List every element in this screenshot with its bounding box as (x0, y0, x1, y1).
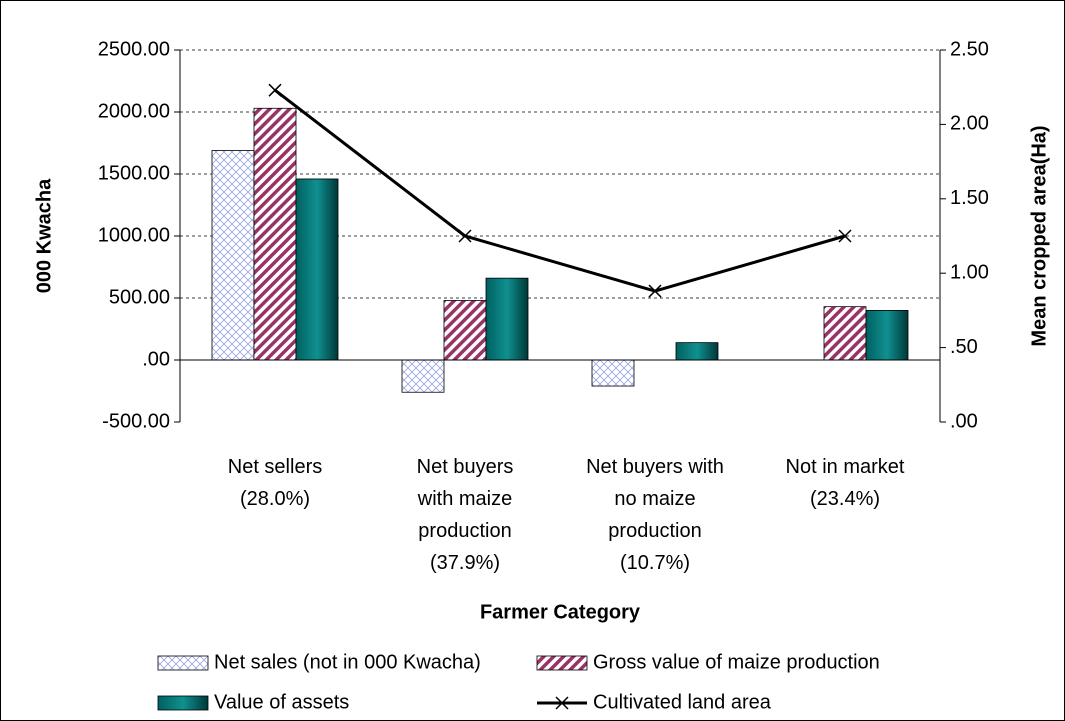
y-axis-title: 000 Kwacha (33, 178, 55, 293)
legend-label: Cultivated land area (593, 691, 772, 713)
bar (443, 300, 487, 361)
y2-axis-title: Mean cropped area(Ha) (1028, 125, 1050, 346)
bar (211, 150, 255, 361)
y2-tick-label: .00 (950, 410, 978, 432)
x-tick-label: Net buyers with maize production (37.9%) (417, 456, 514, 574)
bar (253, 107, 297, 361)
x-tick-label: Not in market (23.4%) (786, 456, 905, 510)
legend-swatch (157, 695, 209, 711)
bar (295, 178, 339, 361)
y2-tick-label: 1.00 (950, 261, 989, 283)
line-marker (838, 229, 852, 243)
bar (823, 306, 867, 361)
y-tick-label: 2000.00 (98, 100, 170, 122)
y2-tick-label: 2.00 (950, 113, 989, 135)
y-tick-label: .00 (142, 348, 170, 370)
y-tick-label: 500.00 (109, 286, 170, 308)
bar (401, 359, 445, 393)
bar (675, 342, 719, 361)
line-series (274, 88, 846, 293)
legend-label: Gross value of maize production (593, 651, 880, 673)
x-axis-title: Farmer Category (480, 601, 641, 623)
legend-marker (555, 696, 569, 710)
bar (591, 359, 635, 387)
y2-tick-label: 2.50 (950, 38, 989, 60)
bar (485, 277, 529, 361)
y-tick-label: 1000.00 (98, 224, 170, 246)
legend-label: Value of assets (214, 691, 349, 713)
y2-tick-label: 1.50 (950, 187, 989, 209)
legend-swatch (157, 655, 209, 671)
line-marker (458, 229, 472, 243)
y-tick-label: 2500.00 (98, 38, 170, 60)
y-tick-label: -500.00 (102, 410, 170, 432)
legend-swatch (536, 655, 588, 671)
line-marker (648, 284, 662, 298)
x-tick-label: Net buyers with no maize production (10.7%) (586, 456, 724, 574)
legend-label: Net sales (not in 000 Kwacha) (214, 651, 481, 673)
y-tick-label: 1500.00 (98, 162, 170, 184)
bar (865, 309, 909, 361)
line-marker (268, 83, 282, 97)
x-tick-label: Net sellers (28.0%) (228, 456, 322, 510)
y2-tick-label: .50 (950, 336, 978, 358)
